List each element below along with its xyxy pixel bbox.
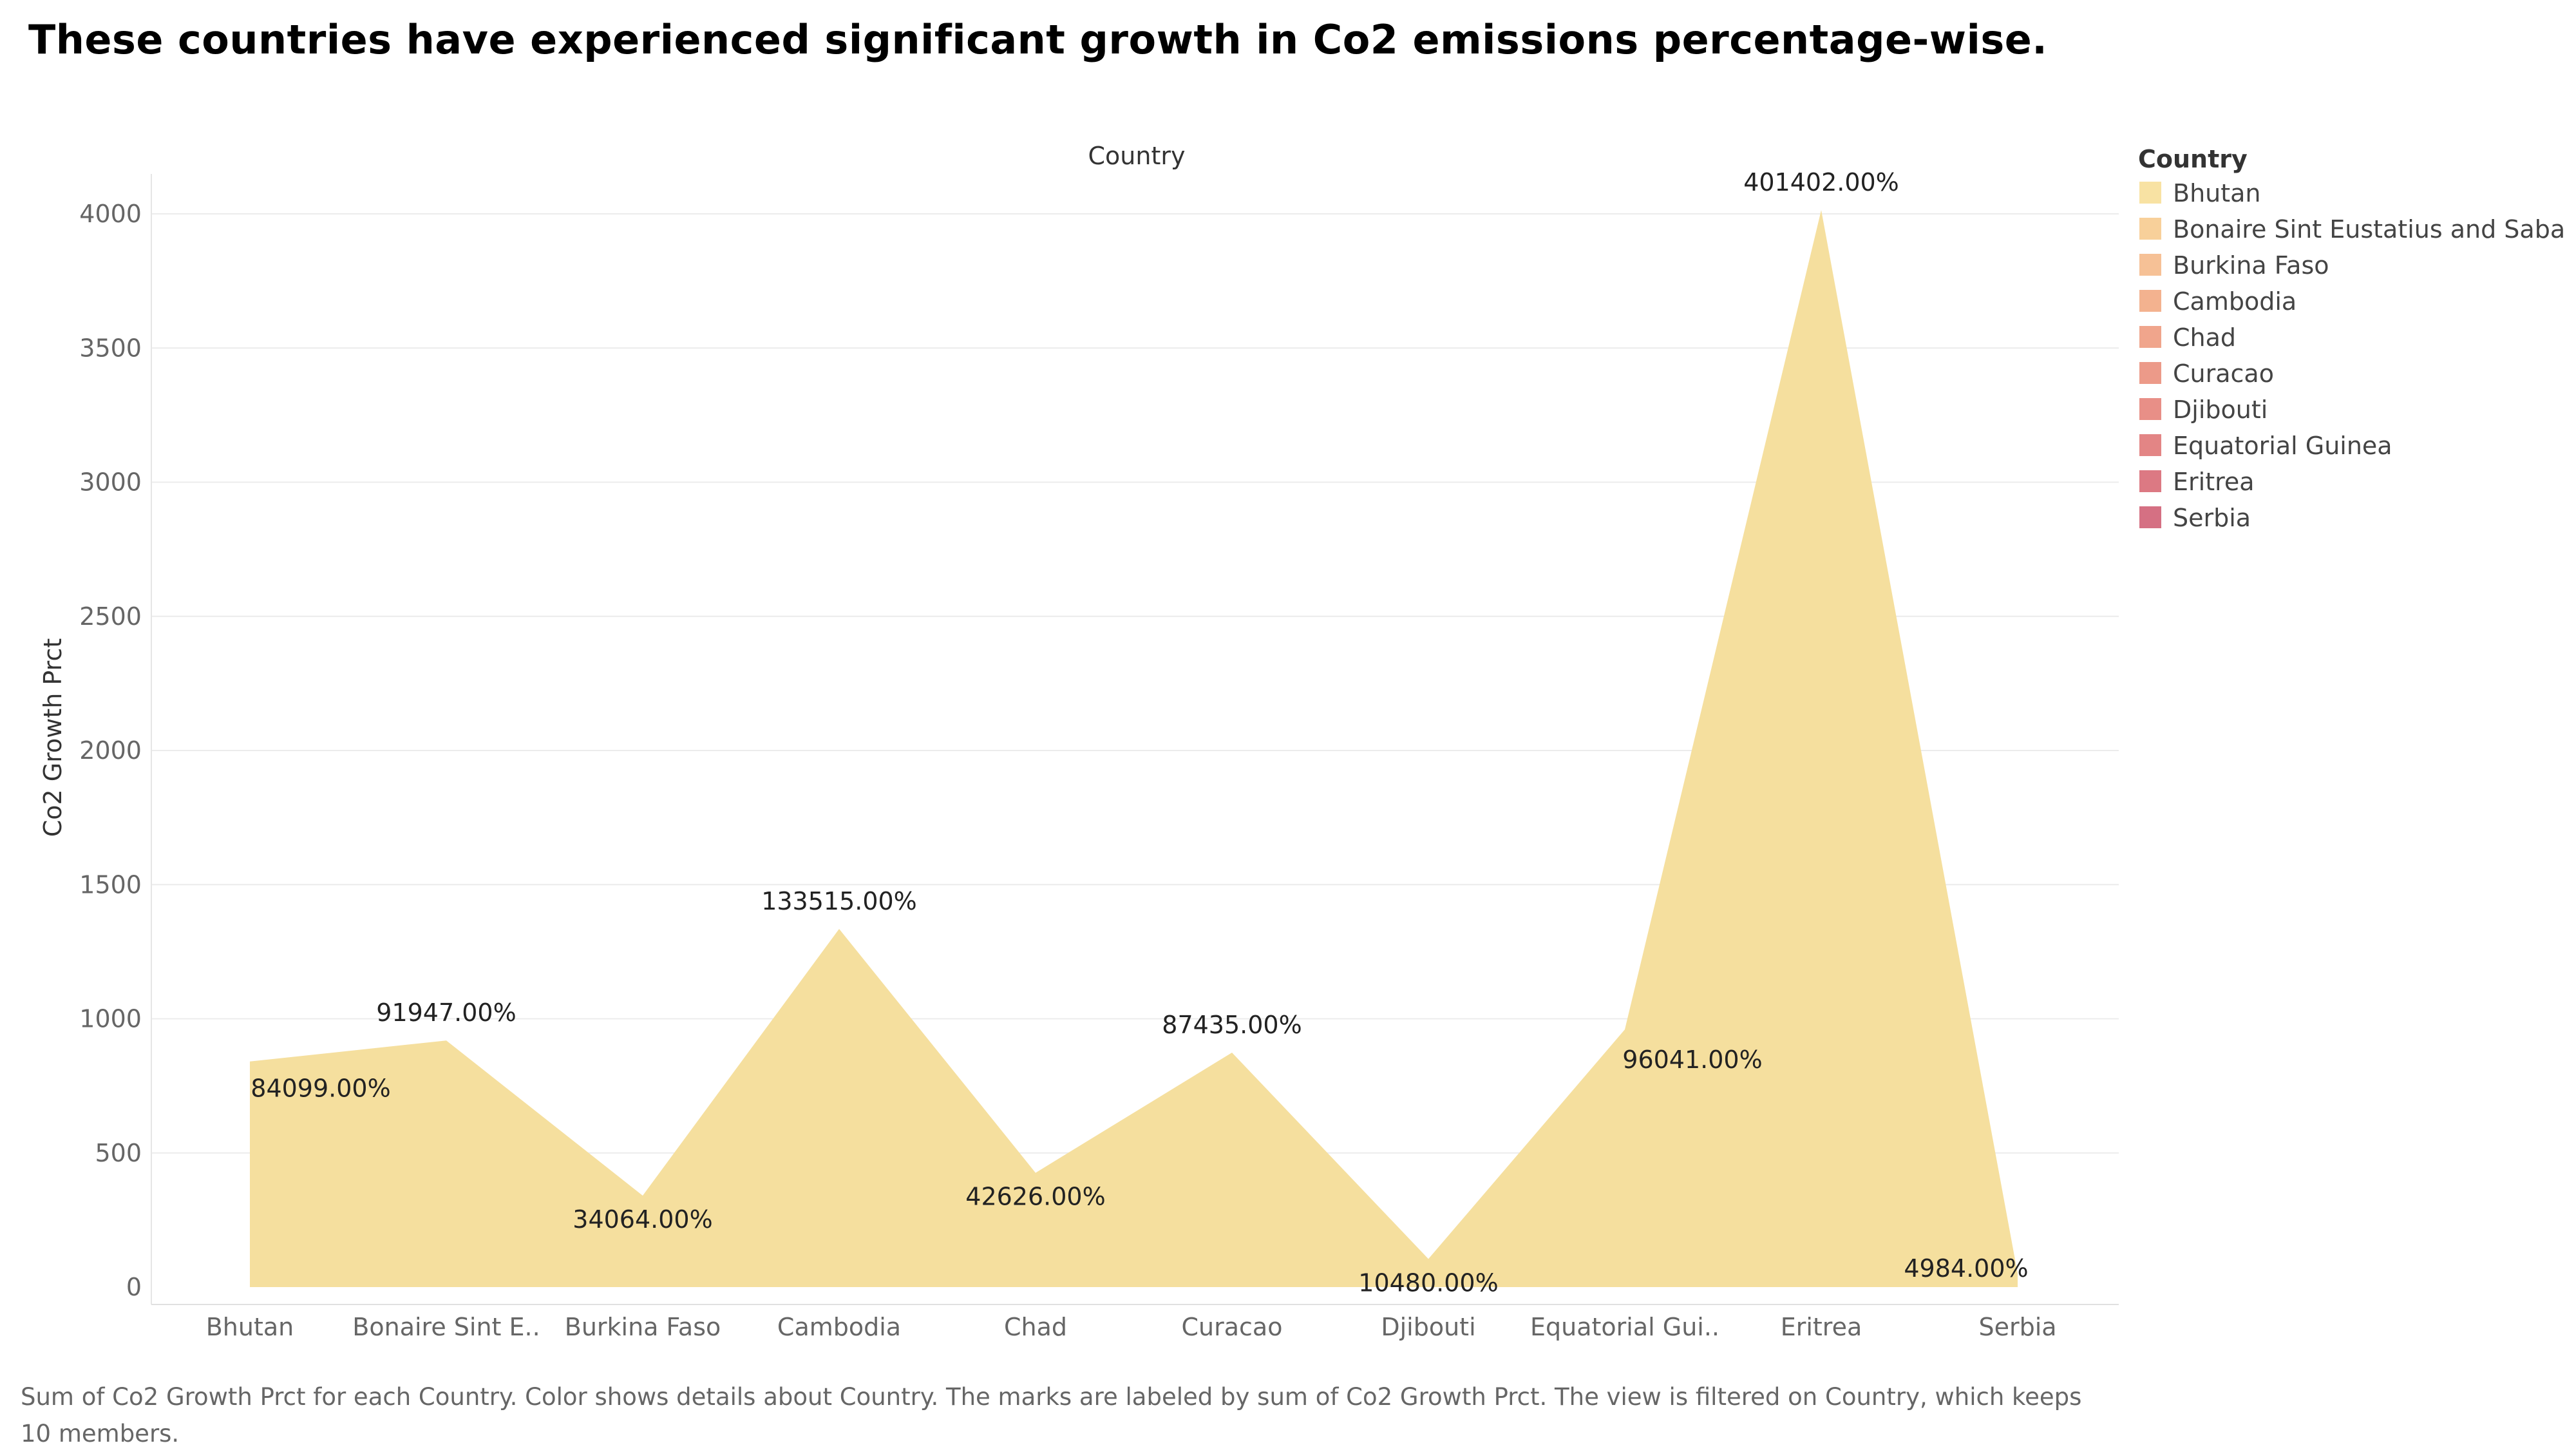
data-point-burkina-faso[interactable] (639, 1192, 647, 1199)
legend-swatch (2139, 398, 2161, 420)
legend-swatch (2139, 218, 2161, 240)
legend-label: Bhutan (2173, 179, 2261, 207)
legend-swatch (2139, 362, 2161, 384)
area-fill[interactable] (250, 210, 2018, 1288)
legend-label: Burkina Faso (2173, 251, 2329, 280)
legend-swatch (2139, 290, 2161, 312)
data-label: 133515.00% (761, 887, 917, 915)
y-tick-label: 0 (126, 1273, 142, 1301)
data-point-chad[interactable] (1032, 1169, 1039, 1177)
legend-item[interactable]: Bonaire Sint Eustatius and Saba (2139, 215, 2565, 244)
area-series (246, 206, 2018, 1288)
data-point-equatorial-guinea[interactable] (1621, 1026, 1629, 1033)
y-tick-label: 3500 (79, 334, 142, 362)
legend-label: Cambodia (2173, 287, 2297, 316)
y-tick-label: 2000 (79, 736, 142, 765)
legend-swatch (2139, 434, 2161, 456)
chart-caption: Sum of Co2 Growth Prct for each Country.… (21, 1383, 2082, 1447)
legend-item[interactable]: Curacao (2139, 359, 2274, 388)
area-chart: 0 500 1000 1500 2000 2500 3000 3500 4000 Bhutan Bo… (39, 142, 2565, 1341)
y-tick-label: 4000 (79, 200, 142, 228)
data-point-bhutan[interactable] (246, 1058, 254, 1065)
legend-item[interactable]: Serbia (2139, 504, 2251, 532)
x-tick-label: Eritrea (1781, 1313, 1862, 1341)
x-tick-label: Burkina Faso (565, 1313, 721, 1341)
legend-item[interactable]: Eritrea (2139, 468, 2255, 496)
legend-swatch (2139, 182, 2161, 204)
legend-title: Country (2138, 145, 2248, 173)
data-label: 34064.00% (573, 1205, 712, 1234)
data-label: 87435.00% (1162, 1011, 1302, 1039)
x-tick-label: Chad (1004, 1313, 1067, 1341)
legend-label: Bonaire Sint Eustatius and Saba (2173, 215, 2565, 244)
data-label: 84099.00% (251, 1075, 390, 1103)
x-tick-label: Equatorial Gui.. (1530, 1313, 1719, 1341)
y-tick-label: 3000 (79, 468, 142, 497)
legend-label: Curacao (2173, 359, 2274, 388)
data-label: 401402.00% (1743, 168, 1899, 196)
data-label: 96041.00% (1622, 1046, 1762, 1074)
data-point-curacao[interactable] (1228, 1049, 1236, 1056)
data-point-djibouti[interactable] (1425, 1255, 1432, 1263)
data-labels: 84099.00% 91947.00% 34064.00% 133515.00% 426… (251, 168, 2028, 1297)
x-tick-label: Bonaire Sint E.. (352, 1313, 540, 1341)
data-label: 91947.00% (376, 998, 516, 1027)
legend-label: Equatorial Guinea (2173, 432, 2392, 460)
legend-item[interactable]: Djibouti (2139, 396, 2268, 424)
legend-swatch (2139, 326, 2161, 348)
legend-swatch (2139, 254, 2161, 276)
x-tick-label: Serbia (1978, 1313, 2056, 1341)
x-tick-label: Bhutan (206, 1313, 294, 1341)
legend-label: Eritrea (2173, 468, 2255, 496)
legend-item[interactable]: Burkina Faso (2139, 251, 2329, 280)
data-point-eritrea[interactable] (1817, 206, 1825, 214)
legend-label: Djibouti (2173, 396, 2268, 424)
legend-item[interactable]: Bhutan (2139, 179, 2261, 207)
legend-swatch (2139, 506, 2161, 528)
x-axis-header: Country (1088, 142, 1186, 170)
legend-item[interactable]: Cambodia (2139, 287, 2297, 316)
x-tick-label: Curacao (1182, 1313, 1283, 1341)
data-point-bonaire-sint-eustatius-and-saba[interactable] (442, 1036, 450, 1044)
page-title: These countries have experienced signifi… (28, 16, 2048, 63)
legend[interactable]: Country Bhutan Bonaire Sint Eustatius and… (2138, 145, 2565, 532)
legend-swatch (2139, 470, 2161, 492)
legend-item[interactable]: Chad (2139, 323, 2236, 352)
legend-label: Serbia (2173, 504, 2251, 532)
legend-label: Chad (2173, 323, 2236, 352)
data-label: 10480.00% (1358, 1268, 1498, 1297)
data-point-cambodia[interactable] (835, 925, 843, 933)
data-label: 42626.00% (965, 1183, 1105, 1211)
axes: 0 500 1000 1500 2000 2500 3000 3500 4000 Bhutan Bo… (79, 174, 2119, 1341)
x-tick-label: Djibouti (1381, 1313, 1475, 1341)
y-tick-label: 500 (95, 1139, 142, 1167)
y-tick-label: 1000 (79, 1005, 142, 1033)
y-axis-title: Co2 Growth Prct (39, 638, 67, 837)
legend-item[interactable]: Equatorial Guinea (2139, 432, 2392, 460)
y-tick-label: 2500 (79, 602, 142, 631)
data-label: 4984.00% (1904, 1254, 2028, 1283)
x-tick-label: Cambodia (777, 1313, 901, 1341)
y-tick-label: 1500 (79, 870, 142, 899)
